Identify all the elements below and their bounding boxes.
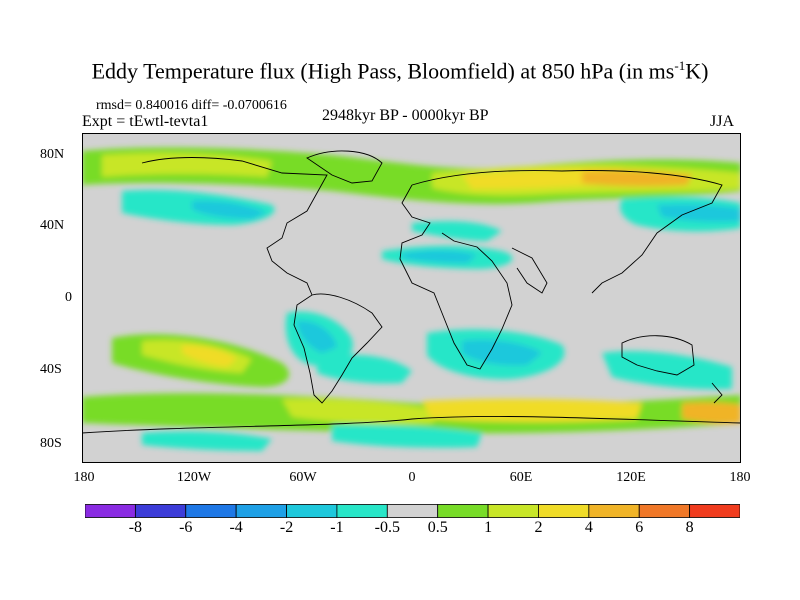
period-label: 2948kyr BP - 0000kyr BP: [322, 107, 489, 124]
colorbar-box: [185, 504, 237, 518]
lon-label-60w: 60W: [289, 470, 317, 485]
colorbar: [85, 504, 740, 518]
colorbar-label: 4: [584, 519, 593, 536]
colorbar-box: [638, 504, 691, 518]
colorbar-box: [336, 504, 388, 518]
experiment-label: Expt = tEwtl-tevta1: [82, 113, 209, 130]
colorbar-box: [538, 504, 590, 518]
colorbar-label: 2: [534, 519, 543, 536]
colorbar-box: [386, 504, 439, 518]
lat-label-80n: 80N: [40, 147, 65, 162]
colorbar-label: -0.5: [374, 519, 400, 536]
lon-label-120w: 120W: [176, 470, 212, 485]
lat-label-40s: 40S: [40, 362, 62, 377]
colorbar-box: [689, 504, 740, 518]
world-map: [82, 133, 741, 463]
colorbar-label: 0.5: [427, 519, 448, 536]
colorbar-label: -2: [279, 519, 294, 536]
lon-label-0: 0: [408, 470, 416, 485]
lat-label-80s: 80S: [40, 436, 62, 451]
colorbar-box: [134, 504, 187, 518]
colorbar-label: 6: [635, 519, 644, 536]
colorbar-box: [437, 504, 489, 518]
figure-title: Eddy Temperature flux (High Pass, Bloomf…: [91, 58, 709, 84]
colorbar-label: 8: [685, 519, 694, 536]
colorbar-label: 1: [484, 519, 493, 536]
season-label: JJA: [710, 113, 735, 130]
stats-line: rmsd= 0.840016 diff= -0.0700616: [96, 98, 287, 113]
colorbar-label: -1: [330, 519, 344, 536]
lat-label-40n: 40N: [40, 218, 65, 233]
lon-label-180w: 180: [73, 470, 95, 485]
colorbar-box: [487, 504, 539, 518]
colorbar-box: [286, 504, 338, 518]
colorbar-label: -6: [179, 519, 193, 536]
lon-label-120e: 120E: [616, 470, 646, 485]
colorbar-label: -8: [128, 519, 143, 536]
lat-label-0: 0: [65, 290, 72, 305]
coastlines: [82, 150, 741, 434]
lon-label-60e: 60E: [509, 470, 533, 485]
colorbar-label: -4: [229, 519, 243, 536]
lon-label-180e: 180: [729, 470, 751, 485]
colorbar-box: [588, 504, 640, 518]
colorbar-box: [85, 504, 136, 518]
flux-contours: [82, 147, 741, 451]
map-frame: [82, 133, 741, 463]
colorbar-box: [235, 504, 287, 518]
